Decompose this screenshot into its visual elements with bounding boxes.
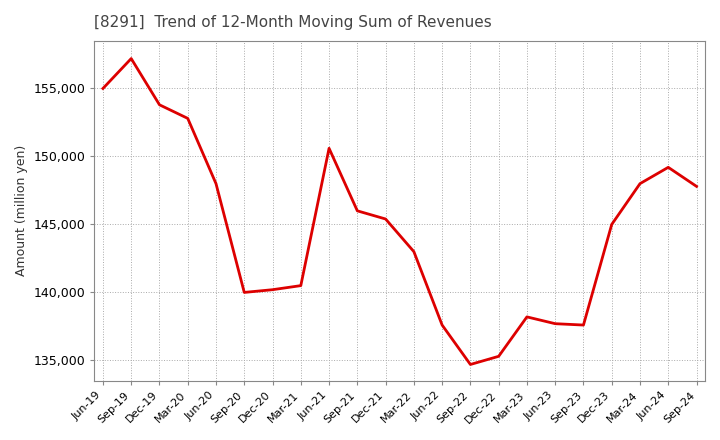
Y-axis label: Amount (million yen): Amount (million yen) [15, 145, 28, 276]
Text: [8291]  Trend of 12-Month Moving Sum of Revenues: [8291] Trend of 12-Month Moving Sum of R… [94, 15, 492, 30]
